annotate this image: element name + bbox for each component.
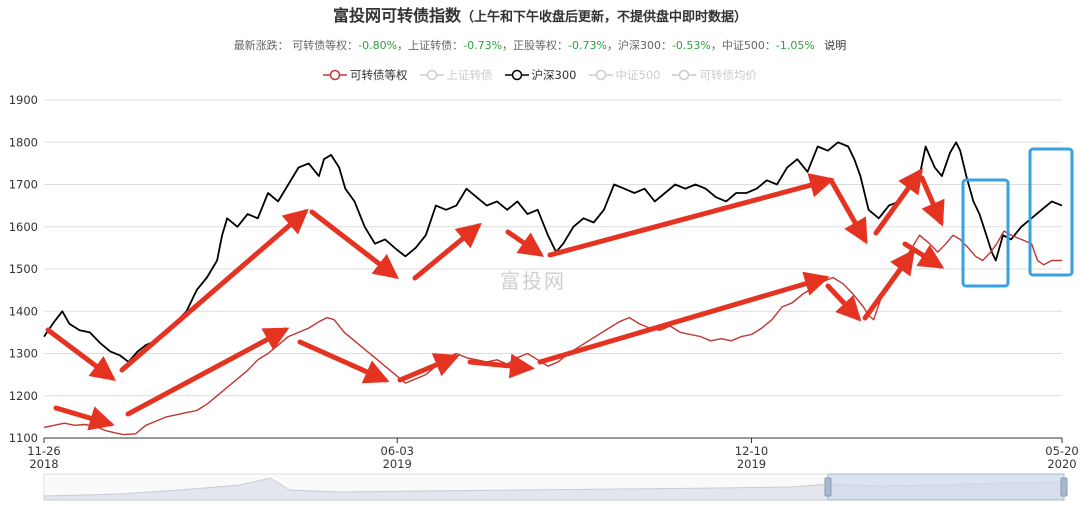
legend-marker-icon xyxy=(419,69,444,81)
stat-separator: ， xyxy=(502,39,514,52)
stat-separator: ， xyxy=(606,39,618,52)
annotation-arrow xyxy=(919,175,945,227)
x-tick-label: 05-20 xyxy=(1045,444,1078,458)
legend-item[interactable]: 上证转债 xyxy=(419,67,493,83)
annotation-arrow xyxy=(829,179,868,245)
legend-marker-icon xyxy=(588,69,613,81)
series-line xyxy=(43,230,1062,436)
series-line xyxy=(43,141,1063,363)
legend-label: 可转债等权 xyxy=(350,68,408,82)
annotation-arrow xyxy=(873,167,923,236)
zoom-slider-window[interactable] xyxy=(827,473,1065,501)
stat-separator: ， xyxy=(397,39,409,52)
stat-separator: ， xyxy=(710,39,722,52)
stat-label: 沪深300： xyxy=(617,39,672,52)
legend-item[interactable]: 可转债均价 xyxy=(672,67,757,83)
legend-label: 沪深300 xyxy=(531,68,577,82)
annotation-arrow xyxy=(467,353,535,379)
annotation-arrow xyxy=(537,271,830,365)
y-tick-label: 1300 xyxy=(9,347,38,361)
legend-marker-icon xyxy=(672,69,697,81)
legend-marker-icon xyxy=(504,69,529,81)
title-main: 富投网可转债指数 xyxy=(332,6,461,25)
stat-value: -0.53% xyxy=(671,39,711,52)
y-tick-label: 1200 xyxy=(9,389,38,403)
stat-value: -0.80% xyxy=(358,39,398,52)
stat-value: -0.73% xyxy=(463,39,503,52)
y-tick-label: 1600 xyxy=(9,220,38,234)
highlight-box xyxy=(961,178,1010,288)
zoom-slider-handle[interactable] xyxy=(824,477,832,497)
annotation-arrow xyxy=(119,208,309,373)
x-tick-label: 12-10 xyxy=(735,444,768,458)
annotation-arrow xyxy=(825,283,862,322)
x-tick-year: 2019 xyxy=(383,457,412,471)
annotation-arrow xyxy=(397,353,460,383)
legend-item[interactable]: 沪深300 xyxy=(504,67,577,83)
x-tick-year: 2018 xyxy=(29,457,58,471)
annotation-arrow xyxy=(862,248,915,321)
annotation-arrow xyxy=(45,327,116,381)
chart-title: 富投网可转债指数（上午和下午收盘后更新，不提供盘中即时数据） xyxy=(0,2,1080,26)
watermark-text: 富投网 xyxy=(500,269,566,293)
stat-value: -1.05% xyxy=(775,39,815,52)
annotation-arrow xyxy=(53,405,115,431)
y-tick-label: 1900 xyxy=(9,93,38,107)
y-tick-label: 1500 xyxy=(9,262,38,276)
stats-prefix: 最新涨跌： xyxy=(233,39,289,52)
legend-marker-icon xyxy=(323,69,348,81)
x-tick-label: 11-26 xyxy=(27,444,60,458)
y-tick-label: 1700 xyxy=(9,178,38,192)
legend-item[interactable]: 可转债等权 xyxy=(323,67,408,83)
annotation-arrow xyxy=(547,173,835,258)
y-tick-label: 1100 xyxy=(9,431,38,445)
annotation-arrow xyxy=(125,327,290,417)
annotation-arrow xyxy=(309,209,399,280)
stat-label: 正股等权： xyxy=(513,39,569,52)
x-tick-label: 06-03 xyxy=(381,444,414,458)
title-subtitle: （上午和下午收盘后更新，不提供盘中即时数据） xyxy=(461,10,748,25)
stat-label: 中证500： xyxy=(721,39,776,52)
annotation-arrow xyxy=(412,222,482,281)
stat-value: -0.73% xyxy=(568,39,607,52)
latest-change-bar: 最新涨跌： 可转债等权：-0.80%，上证转债：-0.73%，正股等权：-0.7… xyxy=(0,37,1080,53)
x-tick-year: 2019 xyxy=(737,457,766,471)
annotation-arrow xyxy=(297,339,390,384)
legend-label: 可转债均价 xyxy=(699,68,757,82)
annotation-arrow xyxy=(902,241,945,269)
legend-label: 上证转债 xyxy=(446,68,493,82)
stat-label: 可转债等权： xyxy=(292,39,359,52)
explain-link[interactable]: 说明 xyxy=(824,39,847,52)
chart-legend: 可转债等权 上证转债 沪深300 中证500 可转债均价 xyxy=(0,67,1080,83)
stat-label: 上证转债： xyxy=(408,39,464,52)
legend-item[interactable]: 中证500 xyxy=(588,67,661,83)
highlight-box xyxy=(1028,147,1074,277)
x-tick-year: 2020 xyxy=(1047,457,1076,471)
legend-label: 中证500 xyxy=(615,68,661,82)
annotation-arrow xyxy=(505,229,545,257)
zoom-slider-handle[interactable] xyxy=(1060,477,1068,497)
y-tick-label: 1400 xyxy=(9,304,38,318)
y-tick-label: 1800 xyxy=(9,135,38,149)
